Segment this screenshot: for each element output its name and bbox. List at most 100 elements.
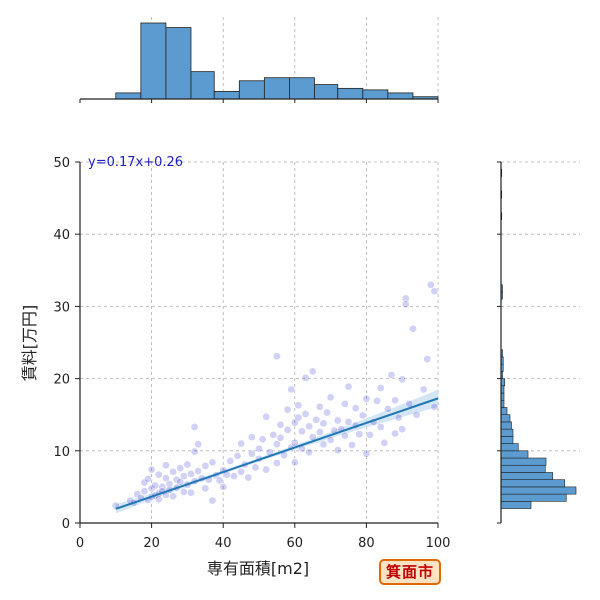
scatter-point: [333, 416, 342, 425]
scatter-point: [183, 460, 192, 469]
y-tick-label: 20: [53, 373, 70, 388]
scatter-point: [323, 408, 331, 417]
x-tick-label: 100: [426, 536, 451, 551]
right-hist-bar: [500, 407, 508, 416]
scatter-point: [144, 475, 152, 483]
scatter-point: [247, 449, 256, 458]
scatter-point: [373, 397, 381, 405]
scatter-point: [154, 495, 163, 504]
scatter-point: [147, 465, 156, 474]
scatter-point: [176, 464, 185, 472]
scatter-point: [376, 384, 385, 392]
scatter-point: [201, 484, 210, 493]
right-hist-bar: [500, 493, 567, 502]
y-tick-label: 30: [53, 300, 70, 315]
scatter-point: [366, 431, 374, 439]
scatter-point: [398, 425, 407, 433]
scatter-point: [258, 435, 267, 444]
right-hist-bar: [500, 414, 511, 423]
right-hist-bar: [500, 428, 514, 437]
scatter-point: [294, 401, 303, 410]
right-hist-bar: [500, 479, 566, 488]
scatter-points: [111, 280, 439, 510]
top-hist-bar: [140, 22, 167, 100]
regression-equation: y=0.17x+0.26: [88, 155, 183, 170]
scatter-point: [208, 496, 217, 505]
y-tick-label: 40: [53, 228, 70, 243]
y-tick-label: 0: [62, 517, 70, 532]
x-tick-label: 60: [287, 536, 304, 551]
scatter-point: [409, 324, 417, 333]
scatter-point: [376, 423, 385, 431]
scatter-point: [344, 418, 353, 426]
scatter-point: [251, 463, 260, 472]
scatter-point: [301, 374, 310, 382]
scatter-point: [298, 427, 306, 436]
scatter-point: [412, 410, 421, 419]
x-tick-label: 80: [358, 536, 375, 551]
scatter-point: [151, 481, 160, 490]
scatter-point: [276, 433, 285, 442]
scatter-point: [333, 446, 342, 454]
top-hist-bar: [165, 27, 192, 100]
right-hist-bar: [500, 457, 547, 466]
scatter-point: [283, 405, 292, 414]
x-tick-label: 0: [76, 536, 84, 551]
scatter-point: [187, 470, 195, 478]
right-hist-bar: [500, 421, 512, 430]
scatter-point: [319, 440, 328, 449]
top-hist-bar: [314, 84, 339, 100]
x-axis-label: 専有面積[m2]: [207, 559, 309, 578]
scatter-point: [316, 428, 324, 436]
scatter-point: [273, 459, 281, 467]
scatter-point: [391, 429, 399, 438]
scatter-point: [219, 483, 228, 491]
x-tick-label: 40: [215, 536, 232, 551]
scatter-point: [190, 423, 199, 431]
scatter-point: [380, 439, 389, 447]
scatter-point: [273, 352, 281, 361]
scatter-point: [290, 439, 299, 447]
right-hist-bar: [500, 486, 577, 495]
scatter-point: [226, 457, 235, 465]
scatter-point: [165, 480, 174, 488]
right-hist-bar: [500, 436, 514, 444]
scatter-point: [140, 487, 149, 496]
scatter-point: [430, 287, 439, 296]
scatter-point: [326, 393, 335, 402]
scatter-point: [312, 415, 321, 424]
regression-confidence-band: [115, 389, 439, 514]
right-hist-bar: [500, 501, 532, 509]
scatter-point: [176, 477, 185, 486]
scatter-point: [154, 470, 163, 479]
right-histogram: [497, 161, 580, 524]
scatter-point: [348, 441, 356, 449]
y-tick-label: 10: [53, 445, 70, 460]
scatter-point: [244, 473, 253, 482]
scatter-point: [169, 492, 177, 501]
top-hist-bar: [337, 87, 364, 100]
regression-line: [115, 397, 439, 510]
scatter-point: [384, 405, 392, 413]
scatter-point: [305, 448, 313, 457]
scatter-point: [294, 413, 303, 422]
top-hist-bar: [190, 71, 215, 100]
scatter-point: [194, 440, 202, 449]
scatter-point: [208, 458, 217, 467]
right-hist-bar: [500, 450, 529, 459]
scatter-point: [162, 474, 170, 483]
city-badge: 箕面市: [379, 559, 441, 585]
scatter-point: [201, 462, 210, 470]
scatter-point: [351, 404, 360, 413]
scatter-point: [233, 452, 242, 460]
tick-labels: 0 20 40 60 80 100 0 10 20 30 40 50: [53, 156, 450, 551]
scatter-point: [401, 294, 410, 303]
scatter-point: [398, 375, 407, 384]
right-hist-bar: [500, 472, 554, 480]
scatter-point: [316, 402, 324, 411]
scatter-point: [162, 461, 170, 470]
scatter-point: [255, 444, 263, 453]
main-grid: [80, 161, 439, 523]
scatter-point: [190, 447, 199, 456]
scatter-point: [179, 488, 188, 496]
